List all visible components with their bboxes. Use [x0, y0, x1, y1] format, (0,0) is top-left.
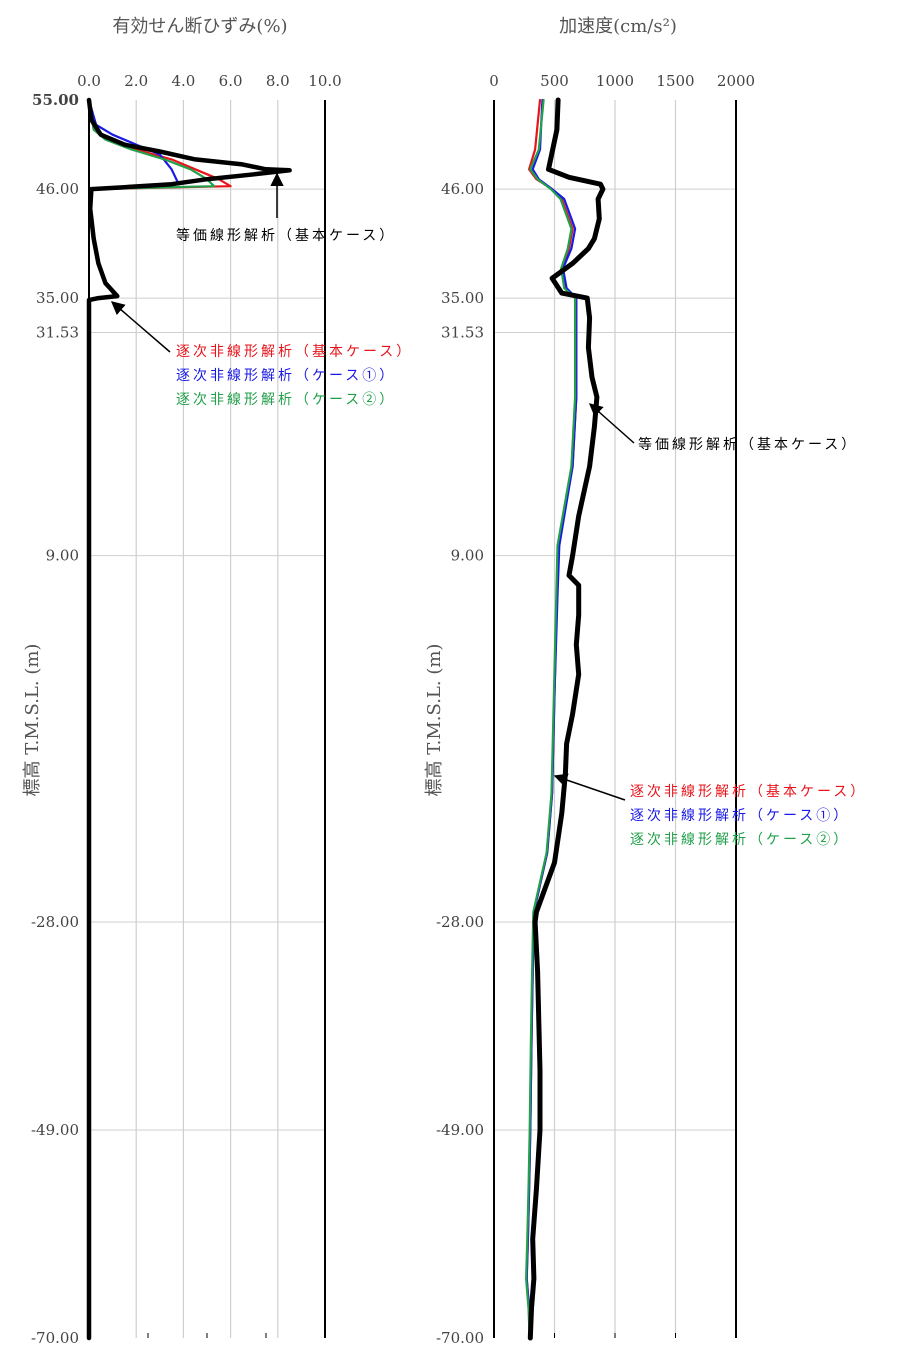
x-tick-label: 2000 [717, 72, 755, 90]
y-tick-label: -49.00 [436, 1121, 484, 1139]
x-tick-label: 1500 [656, 72, 694, 90]
annotation-arrow [110, 301, 171, 353]
x-tick-label: 4.0 [171, 72, 195, 90]
x-tick-label: 0.0 [77, 72, 101, 90]
y-tick-label: 9.00 [451, 547, 484, 565]
y-tick-label: -28.00 [436, 913, 484, 931]
series-line [525, 98, 578, 1340]
x-tick-label: 1000 [596, 72, 634, 90]
x-tick-label: 10.0 [308, 72, 341, 90]
annotation-sequential-nonlinear: 逐次非線形解析（ケース②） [176, 392, 396, 408]
y-tick-label: 31.53 [441, 323, 484, 341]
annotation-equivalent-linear: 等価線形解析（基本ケース） [176, 227, 396, 244]
x-tick-label: 6.0 [219, 72, 243, 90]
y-axis-label: 標高 T.M.S.L. (m) [424, 644, 445, 797]
series-line [527, 97, 606, 1341]
series-line [86, 97, 292, 1341]
y-axis-label: 標高 T.M.S.L. (m) [22, 644, 43, 797]
y-tick-label: 31.53 [36, 323, 79, 341]
annotation-sequential-nonlinear: 逐次非線形解析（基本ケース） [176, 343, 413, 360]
y-tick-label: -28.00 [31, 913, 79, 931]
y-tick-label: 9.00 [46, 547, 79, 565]
annotation-equivalent-linear: 等価線形解析（基本ケース） [638, 436, 858, 453]
y-tick-label: 46.00 [441, 180, 484, 198]
annotation-sequential-nonlinear: 逐次非線形解析（ケース①） [176, 368, 396, 384]
y-tick-label: 46.00 [36, 180, 79, 198]
annotation-sequential-nonlinear: 逐次非線形解析（基本ケース） [630, 783, 867, 800]
y-tick-label: 55.00 [32, 91, 79, 109]
x-tick-label: 500 [540, 72, 569, 90]
series-line [525, 98, 578, 1340]
series-line [525, 98, 577, 1340]
y-tick-label: -70.00 [31, 1329, 79, 1347]
series-line [87, 98, 180, 1340]
y-tick-label: 35.00 [441, 289, 484, 307]
annotation-arrow [553, 773, 626, 801]
x-tick-label: 8.0 [266, 72, 290, 90]
x-tick-label: 0 [489, 72, 499, 90]
y-tick-label: -70.00 [436, 1329, 484, 1347]
annotation-sequential-nonlinear: 逐次非線形解析（ケース①） [630, 808, 850, 824]
chart-title: 有効せん断ひずみ(%) [112, 16, 287, 37]
annotation-arrow [588, 403, 635, 444]
x-tick-label: 2.0 [124, 72, 148, 90]
annotation-sequential-nonlinear: 逐次非線形解析（ケース②） [630, 832, 850, 848]
y-tick-label: -49.00 [31, 1121, 79, 1139]
y-tick-label: 35.00 [36, 289, 79, 307]
chart-title: 加速度(cm/s²) [559, 16, 677, 37]
